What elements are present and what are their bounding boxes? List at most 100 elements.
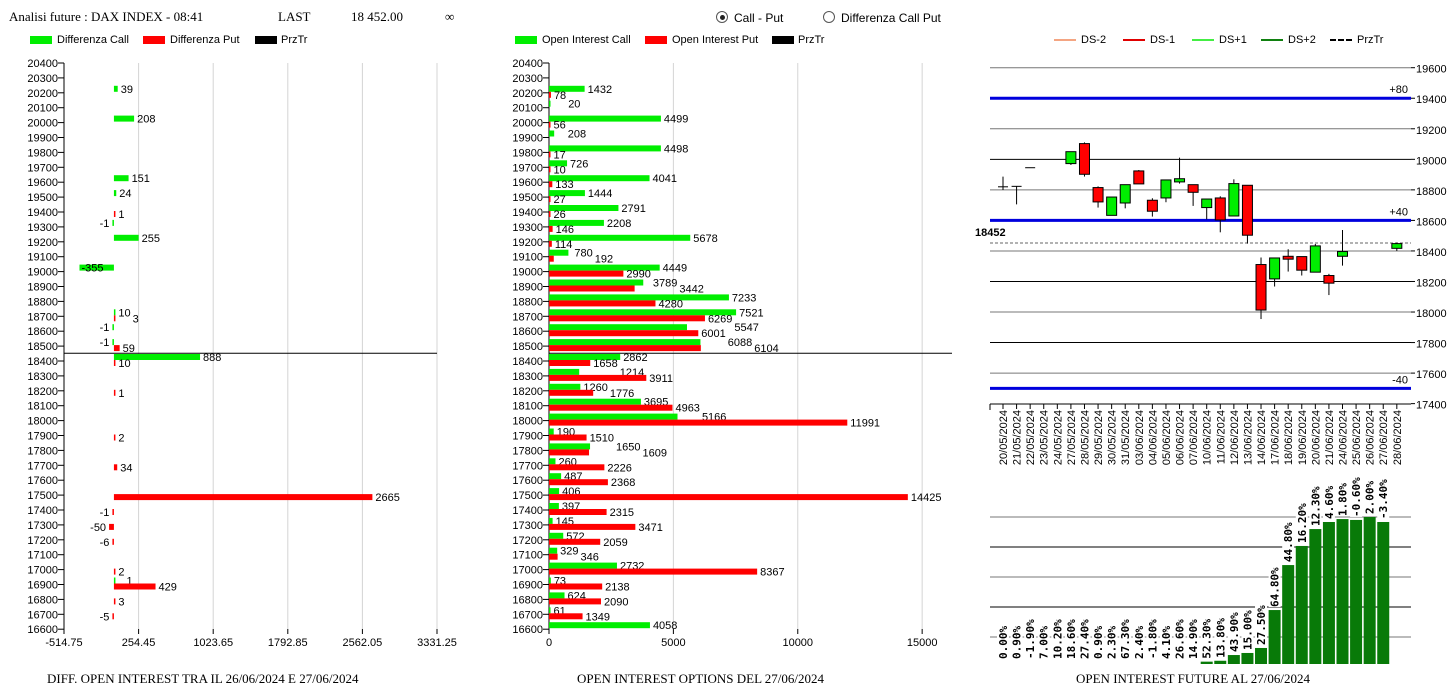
candle-down	[1241, 184, 1253, 236]
label-background	[1024, 618, 1037, 659]
data-label: 1776	[610, 388, 634, 400]
candle-up	[1201, 198, 1213, 209]
date-label: 31/05/2024	[1120, 410, 1132, 465]
put-bar	[113, 583, 156, 590]
data-label: 2090	[604, 596, 628, 608]
y-tick-label: 19400	[512, 207, 543, 219]
data-label: -6	[100, 537, 110, 549]
call-bar	[113, 85, 118, 92]
call-bar	[549, 368, 580, 375]
call-bar	[549, 130, 555, 137]
legend-line-ds+2	[1261, 39, 1283, 41]
radio-differenza-call-put[interactable]: Differenza Call Put	[823, 11, 941, 25]
call-bar	[549, 100, 551, 107]
label-background	[1200, 618, 1213, 659]
candle-down	[1092, 187, 1104, 203]
oi-bar	[1309, 529, 1322, 664]
legend-swatch-przTr	[255, 36, 277, 44]
legend-label: DS+2	[1288, 34, 1316, 46]
y-tick-label: 18400	[512, 356, 543, 368]
y-tick-label: 19000	[27, 267, 58, 279]
date-label: 19/06/2024	[1297, 410, 1309, 465]
data-label: 329	[560, 546, 578, 558]
label-background	[1282, 521, 1295, 563]
candle-up	[1337, 251, 1348, 257]
put-bar	[113, 598, 116, 605]
oi-bar	[1241, 652, 1254, 664]
radio-selected-icon[interactable]	[716, 11, 728, 23]
oi-change-label: 0.00%	[997, 626, 1010, 659]
put-bar	[549, 374, 647, 381]
legend-label: Differenza Put	[170, 34, 240, 46]
candle-down	[1282, 255, 1294, 260]
y-tick-label: 17000	[512, 565, 543, 577]
call-bar	[549, 339, 701, 346]
candle-up	[1119, 184, 1131, 204]
data-label: 3789	[653, 278, 677, 290]
y-tick-label: 16800	[512, 594, 543, 606]
y-tick-label: 19500	[27, 192, 58, 204]
label-background	[1295, 502, 1308, 543]
oi-change-label: 26.60%	[1174, 619, 1187, 659]
put-bar	[113, 464, 118, 471]
y-tick-label: 17700	[27, 460, 58, 472]
label-background	[1105, 625, 1118, 659]
y-tick-label: 19300	[27, 222, 58, 234]
data-label: -1	[100, 507, 110, 519]
data-label: 208	[568, 129, 586, 141]
radio-call-put[interactable]: Call - Put	[716, 11, 783, 25]
data-label: 6104	[754, 343, 778, 355]
oi-change-label: 2.40%	[1133, 626, 1146, 659]
data-label: 2138	[605, 582, 629, 594]
put-bar	[549, 389, 594, 396]
data-label: 17	[554, 149, 566, 161]
data-label: 1444	[588, 188, 612, 200]
put-bar	[549, 404, 673, 411]
label-background	[997, 625, 1009, 659]
candle-down	[1214, 197, 1226, 221]
legend-label: Open Interest Call	[542, 34, 631, 46]
label-background	[1214, 617, 1227, 658]
put-bar	[113, 494, 373, 501]
data-label: 56	[554, 120, 566, 132]
x-tick-label: 3331.25	[417, 637, 457, 649]
y-tick-label: 18600	[1416, 216, 1447, 228]
y-tick-label: 18200	[27, 386, 58, 398]
label-background	[1241, 609, 1254, 650]
call-bar	[549, 547, 558, 554]
data-label: 6001	[701, 328, 725, 340]
put-bar	[549, 434, 587, 441]
label-background	[1227, 611, 1240, 653]
data-label: 1	[118, 388, 124, 400]
legend-label: DS-2	[1081, 34, 1107, 46]
call-bar	[549, 85, 585, 92]
radio-unselected-icon[interactable]	[823, 11, 835, 23]
y-tick-label: 17500	[512, 490, 543, 502]
data-label: 255	[142, 233, 160, 245]
oi-bar	[1336, 519, 1349, 664]
data-label: -1	[100, 218, 110, 230]
date-label: 17/06/2024	[1270, 410, 1282, 465]
candle-up	[1174, 178, 1186, 183]
call-bar	[113, 577, 116, 584]
oi-change-label: 43.90%	[1228, 612, 1241, 652]
candle-up	[1391, 243, 1403, 249]
y-tick-label: 17900	[27, 431, 58, 443]
call-bar	[113, 190, 117, 197]
label-background	[1051, 618, 1064, 659]
oi-bar	[1282, 565, 1295, 664]
data-label: 7233	[732, 292, 756, 304]
x-tick-label: 254.45	[122, 637, 156, 649]
put-bar	[549, 255, 554, 262]
put-bar	[109, 523, 114, 530]
call-bar	[113, 309, 116, 316]
y-tick-label: 18700	[27, 311, 58, 323]
candle-up	[1228, 183, 1240, 217]
put-bar	[549, 151, 551, 158]
y-tick-label: 16600	[512, 624, 543, 636]
legend-line-ds+1	[1192, 39, 1214, 41]
data-label: 26	[554, 209, 566, 221]
date-label: 24/06/2024	[1338, 410, 1350, 465]
data-label: 3	[133, 313, 139, 325]
mid-chart-title: OPEN INTEREST OPTIONS DEL 27/06/2024	[577, 671, 824, 686]
